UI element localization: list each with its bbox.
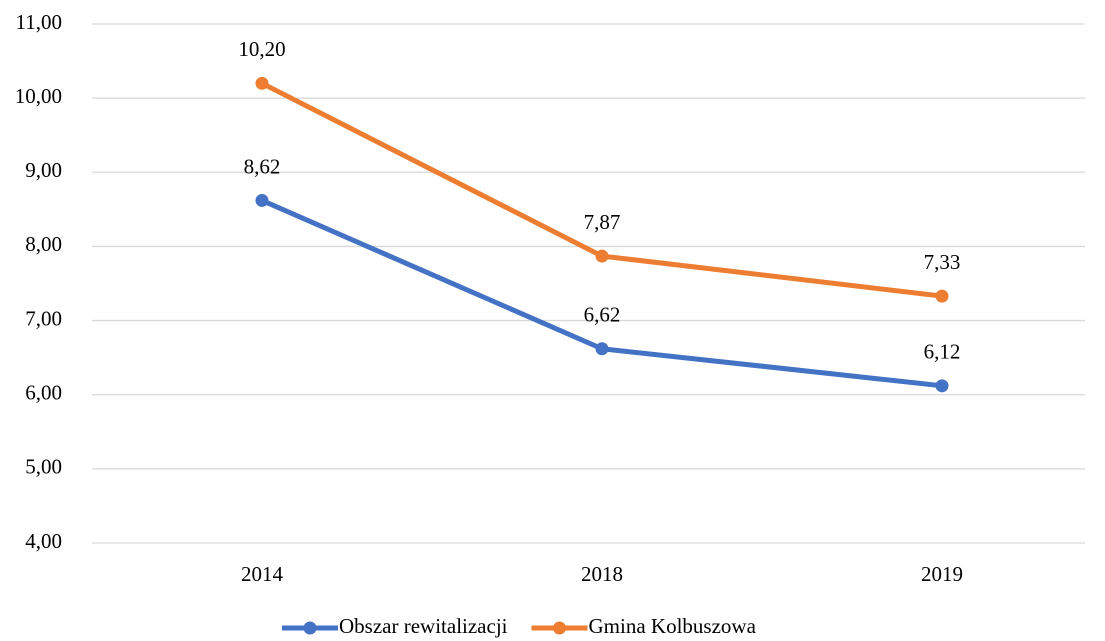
y-tick-label: 11,00 — [16, 10, 62, 34]
legend-marker — [553, 621, 566, 635]
data-label: 10,20 — [238, 37, 285, 61]
x-tick-label: 2014 — [241, 562, 284, 586]
y-tick-label: 4,00 — [25, 529, 62, 553]
legend-marker — [303, 621, 317, 635]
data-label: 8,62 — [244, 154, 281, 178]
data-point — [255, 193, 269, 207]
legend-label: Obszar rewitalizacji — [339, 614, 508, 638]
x-tick-label: 2019 — [921, 562, 963, 586]
y-tick-label: 7,00 — [25, 306, 62, 330]
y-tick-label: 10,00 — [15, 84, 62, 108]
data-label: 7,33 — [924, 250, 961, 274]
data-point — [595, 249, 609, 263]
y-tick-label: 9,00 — [25, 158, 62, 182]
data-point — [595, 342, 609, 356]
data-label: 7,87 — [584, 210, 621, 234]
data-label: 6,12 — [924, 340, 961, 364]
data-point — [255, 76, 269, 90]
x-tick-label: 2018 — [581, 562, 623, 586]
data-point — [935, 289, 949, 303]
y-tick-label: 8,00 — [25, 232, 62, 256]
y-tick-label: 5,00 — [25, 455, 62, 479]
y-tick-label: 6,00 — [25, 381, 62, 405]
legend-label: Gmina Kolbuszowa — [589, 614, 757, 638]
data-label: 6,62 — [584, 303, 621, 327]
data-point — [935, 379, 949, 393]
series-line — [260, 81, 943, 299]
